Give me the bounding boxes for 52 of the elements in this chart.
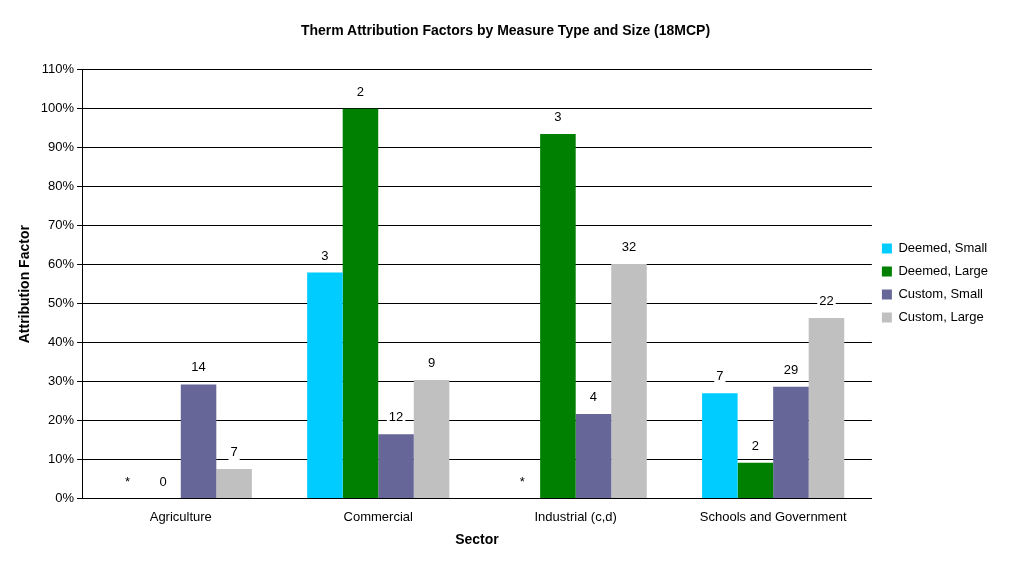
annotation: 32 xyxy=(621,239,637,255)
legend-label: Deemed, Large xyxy=(898,263,989,279)
y-tick-label: 100% xyxy=(40,100,75,116)
legend-label: Deemed, Small xyxy=(898,240,988,256)
y-tick-label: 50% xyxy=(48,295,75,311)
bar xyxy=(413,380,450,499)
annotation: 2 xyxy=(356,83,365,99)
y-tick-label: 80% xyxy=(48,178,75,194)
y-tick-label: 40% xyxy=(48,334,75,350)
annotation: 4 xyxy=(589,389,598,405)
legend-label: Custom, Small xyxy=(898,286,984,302)
bar xyxy=(808,318,845,499)
bar xyxy=(773,386,809,499)
y-tick-label: 110% xyxy=(41,61,75,77)
x-tick-label: Agriculture xyxy=(149,508,212,524)
annotation: 14 xyxy=(191,359,206,375)
annotation: 22 xyxy=(819,293,834,309)
y-tick-label: 30% xyxy=(48,373,75,389)
annotation: 7 xyxy=(716,368,724,384)
bar xyxy=(702,393,738,499)
y-tick-label: 0% xyxy=(55,490,75,506)
annotation: 12 xyxy=(388,409,404,425)
y-tick-label: 20% xyxy=(48,412,75,428)
bar xyxy=(737,462,774,499)
y-tick-label: 10% xyxy=(48,451,75,467)
x-axis-title: Sector xyxy=(455,531,500,548)
bar xyxy=(378,434,414,499)
x-tick-label: Commercial xyxy=(343,508,414,524)
annotation: 7 xyxy=(230,444,238,460)
y-axis-title: Attribution Factor xyxy=(16,224,33,344)
bar xyxy=(180,384,217,499)
annotation: 9 xyxy=(427,355,436,371)
annotation: 3 xyxy=(321,247,329,263)
x-tick-label: Industrial (c,d) xyxy=(534,508,617,524)
annotation: * xyxy=(519,473,525,489)
x-tick-label: Schools and Government xyxy=(699,508,847,524)
bar xyxy=(540,134,576,499)
annotation: 3 xyxy=(554,109,562,125)
y-tick-label: 70% xyxy=(48,217,75,233)
annotation: 0 xyxy=(159,473,167,489)
bar xyxy=(307,272,343,499)
bar xyxy=(611,263,647,499)
bar xyxy=(575,414,612,499)
annotation: 29 xyxy=(783,361,799,377)
annotation: 2 xyxy=(751,437,760,453)
y-tick-label: 60% xyxy=(48,256,75,272)
chart-title: Therm Attribution Factors by Measure Type and Size (18MCP) xyxy=(300,22,711,39)
y-tick-label: 90% xyxy=(48,139,75,155)
bar xyxy=(342,108,379,499)
legend-label: Custom, Large xyxy=(898,309,984,325)
bar xyxy=(216,468,252,499)
annotation: * xyxy=(124,473,130,489)
